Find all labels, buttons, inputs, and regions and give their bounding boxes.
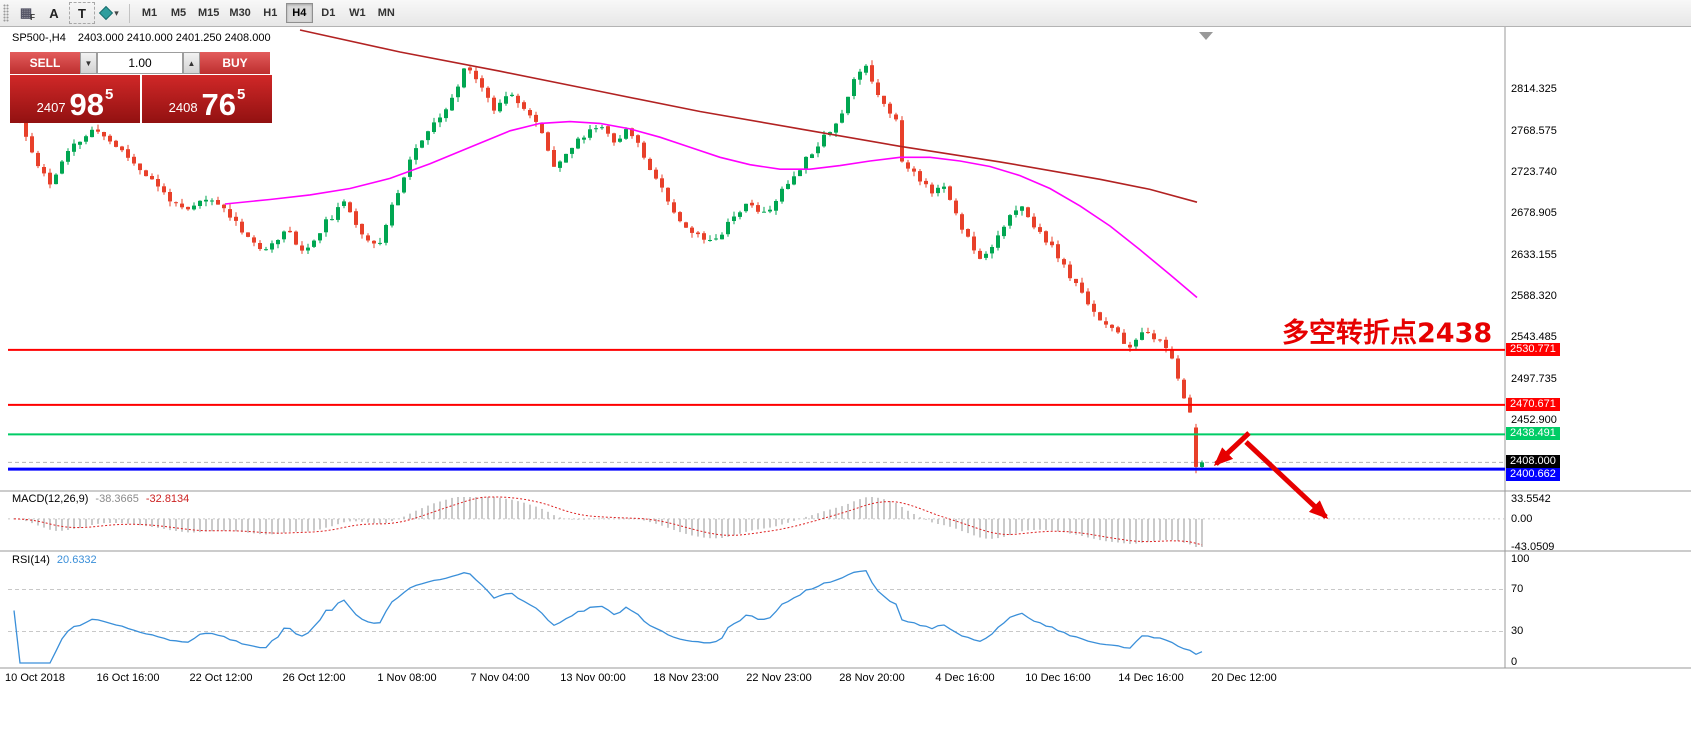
chart-symbol-timeframe: SP500-,H4 bbox=[12, 32, 66, 44]
date-label: 20 Dec 12:00 bbox=[1211, 672, 1277, 684]
rsi-name: RSI(14) bbox=[12, 554, 50, 566]
sell-price-sup: 5 bbox=[105, 86, 114, 103]
macd-name: MACD(12,26,9) bbox=[12, 493, 89, 505]
sell-price-big: 98 bbox=[69, 86, 105, 122]
down-arrow-long[interactable] bbox=[1244, 440, 1329, 520]
timeframe-button-m5[interactable]: M5 bbox=[165, 3, 192, 23]
price-tick-label: 2768.575 bbox=[1511, 125, 1557, 137]
chart-shift-marker[interactable] bbox=[1199, 32, 1213, 40]
rsi-axis-label: 70 bbox=[1511, 583, 1524, 595]
lot-size-input[interactable] bbox=[97, 52, 183, 74]
timeframe-button-m30[interactable]: M30 bbox=[225, 3, 254, 23]
price-tick-label: 2678.905 bbox=[1511, 207, 1557, 219]
bid-price-badge: 2408.000 bbox=[1506, 455, 1560, 468]
macd-signal-line bbox=[13, 496, 1203, 546]
timeframe-button-m15[interactable]: M15 bbox=[194, 3, 223, 23]
date-label: 22 Oct 12:00 bbox=[189, 672, 253, 684]
timeframe-button-group: M1 M5 M15 M30 H1 H4 D1 W1 MN bbox=[135, 3, 401, 23]
rsi-axis-label: 100 bbox=[1511, 553, 1530, 565]
date-label: 18 Nov 23:00 bbox=[653, 672, 719, 684]
toolbar-separator bbox=[129, 3, 130, 23]
rsi-value: 20.6332 bbox=[56, 554, 97, 566]
timeframe-button-h4[interactable]: H4 bbox=[285, 3, 313, 23]
date-label: 28 Nov 20:00 bbox=[839, 672, 905, 684]
chart-surface[interactable] bbox=[0, 27, 1691, 748]
ma-slow-line bbox=[299, 29, 1198, 203]
font-a-icon[interactable]: A bbox=[41, 2, 67, 24]
timeframe-button-m1[interactable]: M1 bbox=[136, 3, 163, 23]
date-label: 16 Oct 16:00 bbox=[96, 672, 160, 684]
one-click-trading-panel: SELL ▼ ▲ BUY 2407 98 5 2408 76 5 bbox=[10, 52, 272, 123]
date-label: 13 Nov 00:00 bbox=[560, 672, 626, 684]
price-tick-label: 2543.485 bbox=[1511, 331, 1557, 343]
macd-axis-label: -43.0509 bbox=[1511, 541, 1555, 553]
macd-indicator-label: MACD(12,26,9) -38.3665 -32.8134 bbox=[12, 493, 189, 505]
rsi-axis-label: 30 bbox=[1511, 625, 1524, 637]
rsi-line bbox=[13, 570, 1203, 664]
chart-annotation-text[interactable]: 多空转折点2438 bbox=[1282, 318, 1493, 349]
timeframe-button-mn[interactable]: MN bbox=[373, 3, 400, 23]
text-label-icon[interactable]: T bbox=[69, 2, 95, 24]
rsi-indicator-label: RSI(14) 20.6332 bbox=[12, 554, 97, 566]
pattern-icon-sub: F bbox=[30, 13, 35, 22]
buy-price-prefix: 2408 bbox=[168, 100, 198, 115]
date-label: 7 Nov 04:00 bbox=[470, 672, 530, 684]
down-arrow-short[interactable] bbox=[1213, 431, 1251, 467]
shape-swatch-icon bbox=[99, 5, 114, 21]
macd-axis-label: 0.00 bbox=[1511, 513, 1533, 525]
date-label: 14 Dec 16:00 bbox=[1118, 672, 1184, 684]
chevron-down-icon: ▾ bbox=[114, 7, 119, 18]
macd-axis-label: 33.5542 bbox=[1511, 493, 1551, 505]
date-label: 10 Oct 2018 bbox=[5, 672, 65, 684]
toolbar: ▦ F A T ▾ M1 M5 M15 M30 H1 H4 D1 W1 MN bbox=[0, 0, 1691, 27]
buy-price-sup: 5 bbox=[237, 86, 246, 103]
chart-ohlc-values: 2403.000 2410.000 2401.250 2408.000 bbox=[77, 32, 271, 44]
pattern-icon: ▦ bbox=[19, 5, 33, 20]
buy-price-display[interactable]: 2408 76 5 bbox=[142, 75, 272, 123]
chart-title: SP500-,H4 2403.000 2410.000 2401.250 240… bbox=[12, 32, 271, 44]
rsi-axis-label: 0 bbox=[1511, 656, 1518, 668]
lot-decrease-button[interactable]: ▼ bbox=[80, 52, 97, 74]
lot-increase-button[interactable]: ▲ bbox=[183, 52, 200, 74]
price-tick-label: 2814.325 bbox=[1511, 83, 1557, 95]
price-tick-label: 2588.320 bbox=[1511, 290, 1557, 302]
date-label: 1 Nov 08:00 bbox=[377, 672, 437, 684]
pattern-f-icon[interactable]: ▦ F bbox=[13, 2, 39, 24]
sell-price-prefix: 2407 bbox=[36, 100, 66, 115]
date-label: 22 Nov 23:00 bbox=[746, 672, 812, 684]
macd-histogram bbox=[19, 497, 1203, 547]
candles-layer bbox=[12, 60, 1204, 474]
timeframe-button-h1[interactable]: H1 bbox=[257, 3, 284, 23]
macd-signal-value: -32.8134 bbox=[145, 493, 190, 505]
price-level-badge: 2438.491 bbox=[1506, 427, 1560, 440]
oct-top-row: SELL ▼ ▲ BUY bbox=[10, 52, 272, 74]
price-level-badge: 2400.662 bbox=[1506, 468, 1560, 481]
date-label: 26 Oct 12:00 bbox=[282, 672, 346, 684]
buy-button[interactable]: BUY bbox=[200, 52, 270, 74]
price-tick-label: 2452.900 bbox=[1511, 414, 1557, 426]
date-label: 10 Dec 16:00 bbox=[1025, 672, 1091, 684]
macd-main-value: -38.3665 bbox=[95, 493, 139, 505]
shapes-dropdown-icon[interactable]: ▾ bbox=[97, 2, 123, 24]
ma-fast-line bbox=[224, 120, 1198, 299]
timeframe-button-w1[interactable]: W1 bbox=[344, 3, 371, 23]
price-tick-label: 2723.740 bbox=[1511, 166, 1557, 178]
toolbar-drag-handle[interactable] bbox=[3, 4, 9, 22]
oct-price-row: 2407 98 5 2408 76 5 bbox=[10, 75, 272, 123]
buy-price-big: 76 bbox=[201, 86, 237, 122]
price-tick-label: 2633.155 bbox=[1511, 249, 1557, 261]
timeframe-button-d1[interactable]: D1 bbox=[315, 3, 342, 23]
price-tick-label: 2497.735 bbox=[1511, 373, 1557, 385]
price-level-badge: 2470.671 bbox=[1506, 398, 1560, 411]
sell-price-display[interactable]: 2407 98 5 bbox=[10, 75, 140, 123]
sell-button[interactable]: SELL bbox=[10, 52, 80, 74]
price-level-badge: 2530.771 bbox=[1506, 343, 1560, 356]
date-label: 4 Dec 16:00 bbox=[935, 672, 995, 684]
